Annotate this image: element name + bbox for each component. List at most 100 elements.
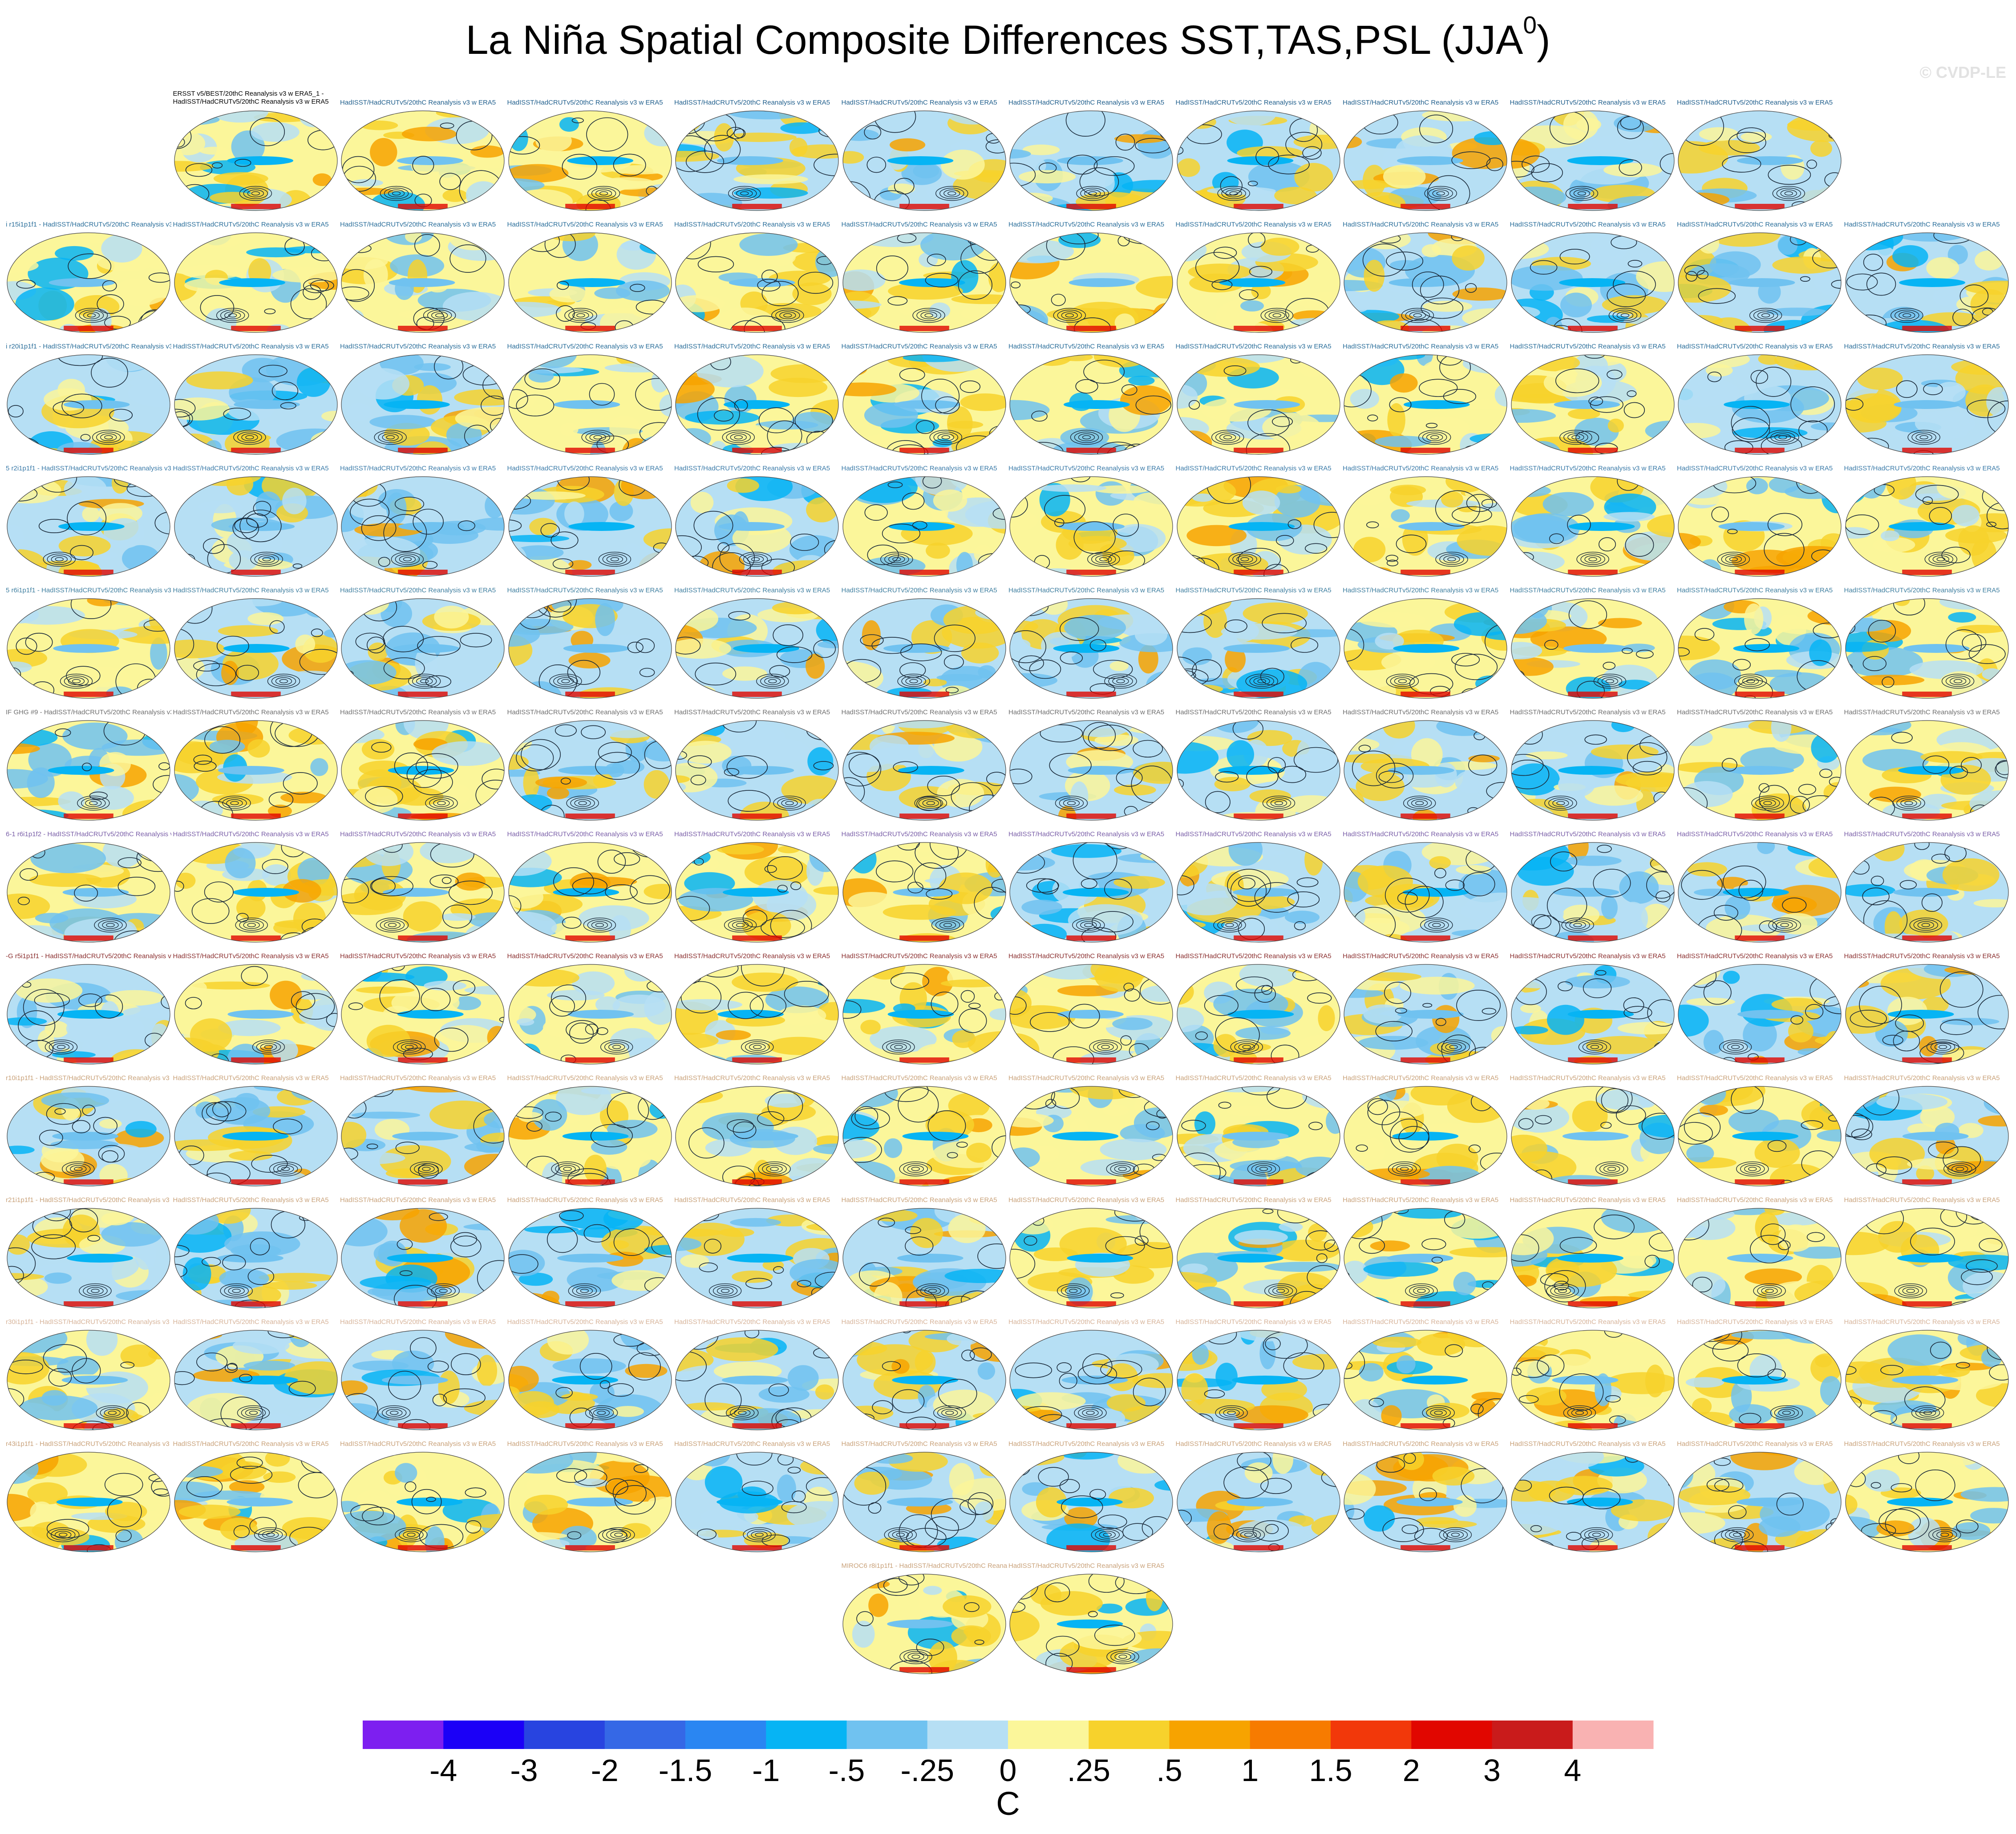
colorbar-box: [604, 1721, 686, 1749]
composite-map: [508, 476, 672, 577]
panel-label: HadISST/HadCRUTv5/20thC Reanalysis v3 w …: [507, 1318, 663, 1326]
composite-map: [174, 1208, 338, 1308]
panel-label: HadISST/HadCRUTv5/20thC Reanalysis v3 w …: [1008, 465, 1165, 472]
panel-label: HadISST/HadCRUTv5/20thC Reanalysis v3 w …: [1343, 343, 1499, 350]
panel-label: HadISST/HadCRUTv5/20thC Reanalysis v3 w …: [1510, 1196, 1666, 1204]
panel-label: HadISST/HadCRUTv5/20thC Reanalysis v3 w …: [1008, 99, 1165, 106]
panel-label: HadISST/HadCRUTv5/20thC Reanalysis v3 w …: [1008, 1074, 1165, 1082]
composite-map: [508, 720, 672, 821]
composite-map: [1009, 354, 1173, 455]
composite-map: [7, 1452, 170, 1552]
panel-label: HadISST/HadCRUTv5/20thC Reanalysis v3 w …: [674, 1318, 830, 1326]
composite-map: [1176, 476, 1340, 577]
map-panel: HadISST/HadCRUTv5/20thC Reanalysis v3 w …: [340, 342, 506, 457]
panel-label: HadISST/HadCRUTv5/20thC Reanalysis v3 w …: [173, 1318, 329, 1326]
map-panel: HadISST/HadCRUTv5/20thC Reanalysis v3 w …: [1510, 586, 1676, 700]
composite-map: [1845, 476, 2009, 577]
panel-label: HadISST/HadCRUTv5/20thC Reanalysis v3 w …: [507, 587, 663, 594]
composite-map: [7, 1086, 170, 1186]
panel-label: HadISST/HadCRUTv5/20thC Reanalysis v3 w …: [674, 830, 830, 838]
map-panel: HadISST/HadCRUTv5/20thC Reanalysis v3 w …: [1510, 464, 1676, 579]
map-panel: HadISST/HadCRUTv5/20thC Reanalysis v3 w …: [1343, 220, 1508, 335]
map-panel: HadISST/HadCRUTv5/20thC Reanalysis v3 w …: [173, 342, 339, 457]
panel-label: HadISST/HadCRUTv5/20thC Reanalysis v3 w …: [1175, 1074, 1332, 1082]
map-panel: HadISST/HadCRUTv5/20thC Reanalysis v3 w …: [1510, 1439, 1676, 1554]
map-panel: HadISST/HadCRUTv5/20thC Reanalysis v3 w …: [1677, 1195, 1842, 1310]
colorbar-box: [1089, 1721, 1170, 1749]
panel-label: HadISST/HadCRUTv5/20thC Reanalysis v3 w …: [1175, 952, 1332, 960]
map-panel: HadISST/HadCRUTv5/20thC Reanalysis v3 w …: [173, 586, 339, 700]
composite-map: [842, 720, 1006, 821]
map-panel: HadISST/HadCRUTv5/20thC Reanalysis v3 w …: [1677, 342, 1842, 457]
composite-map: [1678, 964, 1842, 1065]
map-panel: i r15i1p1f1 - HadISST/HadCRUTv5/20thC Re…: [6, 220, 171, 335]
panel-label: HadISST/HadCRUTv5/20thC Reanalysis v3 w …: [340, 1318, 496, 1326]
title-superscript: 0: [1523, 11, 1537, 39]
composite-map: [1176, 110, 1340, 211]
map-panel: HadISST/HadCRUTv5/20thC Reanalysis v3 w …: [173, 220, 339, 335]
map-panel: HadISST/HadCRUTv5/20thC Reanalysis v3 w …: [674, 830, 840, 944]
map-panel: HadISST/HadCRUTv5/20thC Reanalysis v3 w …: [340, 951, 506, 1066]
panel-label: HadISST/HadCRUTv5/20thC Reanalysis v3 w …: [1175, 465, 1332, 472]
panel-label: HadISST/HadCRUTv5/20thC Reanalysis v3 w …: [1343, 99, 1499, 106]
map-panel: ERSST v5/BEST/20thC Reanalysis v3 w ERA5…: [173, 90, 339, 213]
panel-label: HadISST/HadCRUTv5/20thC Reanalysis v3 w …: [507, 1440, 663, 1448]
composite-map: [1678, 1330, 1842, 1430]
map-panel: HadISST/HadCRUTv5/20thC Reanalysis v3 w …: [1176, 1439, 1341, 1554]
composite-map: [1678, 1086, 1842, 1186]
map-panel: HadISST/HadCRUTv5/20thC Reanalysis v3 w …: [340, 830, 506, 944]
colorbar-tick-label: .5: [1156, 1753, 1182, 1788]
panel-label: HadISST/HadCRUTv5/20thC Reanalysis v3 w …: [674, 1440, 830, 1448]
map-panel: HadISST/HadCRUTv5/20thC Reanalysis v3 w …: [674, 220, 840, 335]
panel-label: HadISST/HadCRUTv5/20thC Reanalysis v3 w …: [1844, 465, 2000, 472]
map-panel: HadISST/HadCRUTv5/20thC Reanalysis v3 w …: [173, 1073, 339, 1188]
panel-label: HadISST/HadCRUTv5/20thC Reanalysis v3 w …: [674, 1196, 830, 1204]
panel-label: HadISST/HadCRUTv5/20thC Reanalysis v3 w …: [173, 1196, 329, 1204]
panel-label: HadISST/HadCRUTv5/20thC Reanalysis v3 w …: [841, 587, 997, 594]
composite-map: [341, 964, 505, 1065]
panel-label: HadISST/HadCRUTv5/20thC Reanalysis v3 w …: [1510, 708, 1666, 716]
composite-map: [1344, 598, 1507, 699]
panel-label: ERSST v5/BEST/20thC Reanalysis v3 w ERA5…: [173, 90, 329, 105]
map-panel: HadISST/HadCRUTv5/20thC Reanalysis v3 w …: [674, 1317, 840, 1432]
composite-map: [1176, 1208, 1340, 1308]
panel-label: HadISST/HadCRUTv5/20thC Reanalysis v3 w …: [173, 1440, 329, 1448]
panel-label: HadISST/HadCRUTv5/20thC Reanalysis v3 w …: [1008, 1196, 1165, 1204]
colorbar-tick-label: .25: [1067, 1753, 1110, 1788]
colorbar-box: [1250, 1721, 1331, 1749]
map-panel: HadISST/HadCRUTv5/20thC Reanalysis v3 w …: [674, 586, 840, 700]
composite-map: [842, 1086, 1006, 1186]
composite-map: [1510, 598, 1675, 699]
composite-map: [1009, 1452, 1173, 1552]
composite-map: [174, 964, 338, 1065]
map-panel: HadISST/HadCRUTv5/20thC Reanalysis v3 w …: [1677, 708, 1842, 822]
panel-label: HadISST/HadCRUTv5/20thC Reanalysis v3 w …: [1510, 465, 1666, 472]
map-panel: r30i1p1f1 - HadISST/HadCRUTv5/20thC Rean…: [6, 1317, 171, 1432]
map-panel: HadISST/HadCRUTv5/20thC Reanalysis v3 w …: [340, 464, 506, 579]
map-panel: 6-1 r6i1p1f2 - HadISST/HadCRUTv5/20thC R…: [6, 830, 171, 944]
panel-label: HadISST/HadCRUTv5/20thC Reanalysis v3 w …: [173, 465, 329, 472]
panel-label: 5 r6i1p1f1 - HadISST/HadCRUTv5/20thC Rea…: [6, 587, 171, 594]
composite-map: [174, 1330, 338, 1430]
composite-map: [1344, 1330, 1507, 1430]
map-panel: HadISST/HadCRUTv5/20thC Reanalysis v3 w …: [1176, 586, 1341, 700]
map-panel: HadISST/HadCRUTv5/20thC Reanalysis v3 w …: [1844, 220, 2010, 335]
panel-label: HadISST/HadCRUTv5/20thC Reanalysis v3 w …: [173, 221, 329, 228]
map-panel: HadISST/HadCRUTv5/20thC Reanalysis v3 w …: [340, 220, 506, 335]
composite-map: [842, 842, 1006, 943]
composite-map: [1510, 842, 1675, 943]
colorbar-unit: C: [996, 1785, 1020, 1822]
composite-map: [174, 1452, 338, 1552]
composite-map: [508, 842, 672, 943]
composite-map: [842, 1208, 1006, 1308]
composite-map: [675, 1208, 839, 1308]
title-suffix: ): [1536, 17, 1550, 63]
panel-label: HadISST/HadCRUTv5/20thC Reanalysis v3 w …: [1008, 221, 1165, 228]
composite-map: [1009, 1330, 1173, 1430]
map-panel: HadISST/HadCRUTv5/20thC Reanalysis v3 w …: [1008, 708, 1174, 822]
panel-label: HadISST/HadCRUTv5/20thC Reanalysis v3 w …: [841, 708, 997, 716]
composite-map: [842, 598, 1006, 699]
composite-map: [1176, 964, 1340, 1065]
map-panel: HadISST/HadCRUTv5/20thC Reanalysis v3 w …: [1176, 342, 1341, 457]
panel-label: HadISST/HadCRUTv5/20thC Reanalysis v3 w …: [1175, 587, 1332, 594]
